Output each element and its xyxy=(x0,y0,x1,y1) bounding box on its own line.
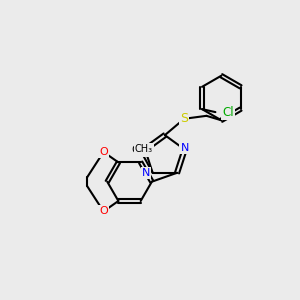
Text: N: N xyxy=(135,145,144,154)
Text: Cl: Cl xyxy=(222,106,234,118)
Text: O: O xyxy=(99,147,108,157)
Text: S: S xyxy=(180,112,188,125)
Text: CH₃: CH₃ xyxy=(131,146,150,155)
Text: O: O xyxy=(99,206,108,216)
Text: CH₃: CH₃ xyxy=(135,144,153,154)
Text: N: N xyxy=(142,168,150,178)
Text: N: N xyxy=(181,143,189,153)
